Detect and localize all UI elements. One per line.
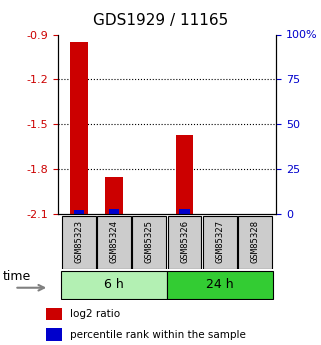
FancyBboxPatch shape (62, 216, 96, 268)
Text: GSM85324: GSM85324 (109, 220, 119, 263)
Bar (46, 328, 62, 341)
Text: GSM85328: GSM85328 (250, 220, 259, 263)
Bar (70, 42, 88, 214)
Text: log2 ratio: log2 ratio (70, 309, 120, 319)
Bar (179, 208, 190, 214)
FancyBboxPatch shape (97, 216, 131, 268)
FancyBboxPatch shape (238, 216, 272, 268)
Text: 24 h: 24 h (206, 278, 234, 291)
Bar (105, 177, 123, 214)
Text: percentile rank within the sample: percentile rank within the sample (70, 330, 246, 339)
Text: GSM85325: GSM85325 (145, 220, 154, 263)
Text: GDS1929 / 11165: GDS1929 / 11165 (93, 13, 228, 28)
Text: GSM85327: GSM85327 (215, 220, 224, 263)
Text: 6 h: 6 h (104, 278, 124, 291)
Bar (109, 208, 119, 214)
Text: GSM85323: GSM85323 (74, 220, 83, 263)
FancyBboxPatch shape (133, 216, 166, 268)
Bar (74, 210, 84, 214)
Text: time: time (3, 270, 31, 283)
FancyBboxPatch shape (61, 270, 167, 298)
Text: GSM85326: GSM85326 (180, 220, 189, 263)
FancyBboxPatch shape (203, 216, 237, 268)
FancyBboxPatch shape (168, 216, 201, 268)
Bar (176, 135, 193, 214)
FancyBboxPatch shape (167, 270, 273, 298)
Bar (46, 308, 62, 320)
